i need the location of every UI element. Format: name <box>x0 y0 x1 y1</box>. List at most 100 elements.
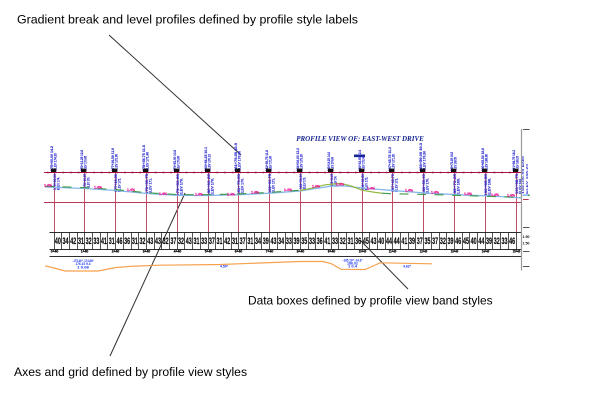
svg-text:41: 41 <box>324 236 330 246</box>
svg-text:186+32.50: 186+32.50 <box>361 174 365 190</box>
svg-text:ELEV 174.20: ELEV 174.20 <box>53 153 57 171</box>
svg-text:ELEV 171.80: ELEV 171.80 <box>268 156 272 171</box>
svg-text:15+40: 15+40 <box>513 248 521 253</box>
svg-text:188+59.00 10.3: 188+59.00 10.3 <box>419 143 423 171</box>
svg-text:40: 40 <box>471 236 477 246</box>
svg-text:1.4%: 1.4% <box>127 188 135 192</box>
svg-text:1.4%: 1.4% <box>284 188 292 192</box>
svg-text:39: 39 <box>409 236 415 246</box>
svg-text:184+06.00: 184+06.00 <box>299 174 303 189</box>
svg-text:43: 43 <box>371 236 377 246</box>
svg-text:190+85.50 18.8: 190+85.50 18.8 <box>481 148 485 171</box>
svg-text:32: 32 <box>340 236 346 246</box>
svg-text:39: 39 <box>263 236 269 246</box>
svg-text:ELEV 173.85: ELEV 173.85 <box>83 156 87 171</box>
svg-text:32: 32 <box>178 236 184 246</box>
svg-text:35: 35 <box>424 236 430 246</box>
svg-text:184+06.00 13.2: 184+06.00 13.2 <box>296 148 300 171</box>
svg-text:32: 32 <box>140 236 146 246</box>
svg-text:33: 33 <box>286 236 292 246</box>
svg-text:34: 34 <box>278 236 284 246</box>
svg-text:ELEV 173.: ELEV 173. <box>302 177 306 189</box>
svg-text:187+45.75 11.2: 187+45.75 11.2 <box>388 147 392 171</box>
svg-text:1.4%: 1.4% <box>44 183 52 187</box>
svg-text:5+40: 5+40 <box>205 248 213 253</box>
svg-text:9+40: 9+40 <box>328 248 336 253</box>
svg-text:39: 39 <box>486 236 492 246</box>
svg-text:PROFILE VIEW OF: EAST-WEST DRI: PROFILE VIEW OF: EAST-WEST DRIVE <box>296 135 424 143</box>
svg-text:ELEV 171.: ELEV 171. <box>394 178 398 192</box>
svg-text:7+40: 7+40 <box>266 248 274 253</box>
svg-text:36: 36 <box>355 236 361 246</box>
svg-text:31: 31 <box>109 236 115 246</box>
svg-text:43: 43 <box>147 236 153 246</box>
svg-text:ELEV 168.20: ELEV 168.20 <box>515 156 519 171</box>
svg-text:180+66.25: 180+66.25 <box>207 174 211 196</box>
svg-text:176+13.25: 176+13.25 <box>83 174 87 188</box>
svg-text:44: 44 <box>386 236 392 246</box>
svg-text:180+66.25 10.1: 180+66.25 10.1 <box>204 147 208 171</box>
svg-text:39: 39 <box>294 236 300 246</box>
svg-text:34: 34 <box>255 236 261 246</box>
svg-text:179+53.00 10.8: 179+53.00 10.8 <box>173 150 177 171</box>
svg-text:178+39.75 11.6: 178+39.75 11.6 <box>142 145 146 171</box>
svg-text:1:50: 1:50 <box>523 242 530 246</box>
svg-text:33: 33 <box>93 236 99 246</box>
svg-text:ELEV 172.90: ELEV 172.90 <box>114 154 118 171</box>
svg-text:ELEV 170.30: ELEV 170.30 <box>422 151 426 171</box>
svg-text:4.50*: 4.50* <box>220 264 229 268</box>
svg-text:11+40: 11+40 <box>389 248 397 253</box>
svg-text:37: 37 <box>209 236 215 246</box>
svg-text:186+32.50 12.4: 186+32.50 12.4 <box>358 149 362 171</box>
svg-text:31: 31 <box>217 236 223 246</box>
svg-text:182+92.75: 182+92.75 <box>268 174 272 193</box>
svg-text:1 0.66: 1 0.66 <box>77 265 89 269</box>
svg-text:45: 45 <box>363 236 369 246</box>
svg-text:ELEV 173.: ELEV 173. <box>86 177 90 188</box>
svg-text:ELEV 170.: ELEV 170. <box>425 178 429 194</box>
svg-text:1.4%: 1.4% <box>336 182 344 186</box>
svg-text:32: 32 <box>494 236 500 246</box>
svg-text:ELEV 168.20: ELEV 168.20 <box>525 164 529 194</box>
svg-text:179+53.00: 179+53.00 <box>176 174 180 196</box>
svg-text:2+40: 2+40 <box>112 248 120 253</box>
svg-text:ELEV 172.: ELEV 172. <box>117 178 121 192</box>
svg-text:187+45.75: 187+45.75 <box>391 174 395 192</box>
svg-text:1.4%: 1.4% <box>251 191 259 195</box>
svg-text:37: 37 <box>432 236 438 246</box>
svg-text:32: 32 <box>86 236 92 246</box>
svg-text:36: 36 <box>317 236 323 246</box>
svg-text:191+98.75: 191+98.75 <box>515 174 519 194</box>
svg-text:1.4%: 1.4% <box>491 193 499 197</box>
svg-text:6+40: 6+40 <box>235 248 243 253</box>
svg-text:ELEV 168.80: ELEV 168.80 <box>484 154 488 171</box>
svg-text:42: 42 <box>224 236 230 246</box>
svg-text:ELEV 174.: ELEV 174. <box>56 177 60 190</box>
svg-text:-185.19* -14.3*: -185.19* -14.3* <box>343 259 363 263</box>
svg-text:46: 46 <box>116 236 122 246</box>
svg-text:37: 37 <box>170 236 176 246</box>
svg-text:8+40: 8+40 <box>297 248 305 253</box>
svg-text:ELEV 169.50: ELEV 169.50 <box>453 157 457 171</box>
svg-text:31: 31 <box>347 236 353 246</box>
svg-text:ELEV 170.10: ELEV 170.10 <box>207 154 211 171</box>
svg-text:ELEV 173.20: ELEV 173.20 <box>299 154 303 171</box>
svg-text:175+00.00 14.2: 175+00.00 14.2 <box>50 146 54 171</box>
svg-text:182+92.75 11.8: 182+92.75 11.8 <box>265 150 269 171</box>
svg-text:4.62*: 4.62* <box>403 264 412 268</box>
svg-text:1.4%: 1.4% <box>405 189 413 193</box>
svg-text:1.4%: 1.4% <box>507 193 515 197</box>
svg-text:ELEV 172.: ELEV 172. <box>364 177 368 190</box>
svg-text:ELEV 170.80: ELEV 170.80 <box>176 156 180 171</box>
svg-text:ELEV 170.90: ELEV 170.90 <box>237 151 241 171</box>
svg-text:ELEV 170.: ELEV 170. <box>179 178 183 196</box>
svg-text:41: 41 <box>101 236 107 246</box>
svg-text:190+85.50: 190+85.50 <box>484 174 488 196</box>
svg-text:43: 43 <box>270 236 276 246</box>
svg-text:ELEV 174.: ELEV 174. <box>333 176 337 186</box>
svg-text:36: 36 <box>124 236 130 246</box>
svg-text:-175.46* -174.88*: -175.46* -174.88* <box>73 259 94 263</box>
svg-text:39: 39 <box>448 236 454 246</box>
svg-text:41: 41 <box>401 236 407 246</box>
svg-text:Data boxes defined by profile: Data boxes defined by profile view band … <box>248 294 493 308</box>
